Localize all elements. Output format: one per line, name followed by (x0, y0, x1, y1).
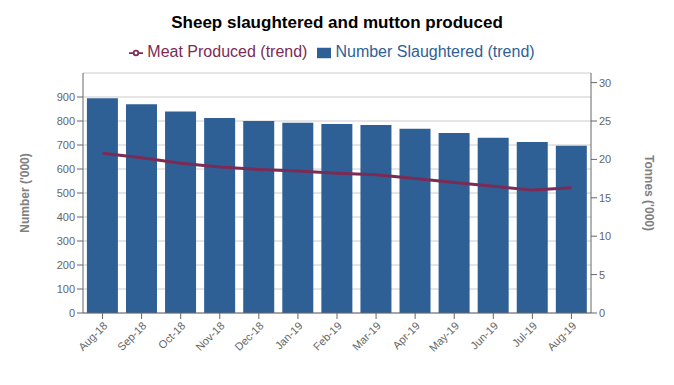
svg-text:25: 25 (599, 115, 611, 127)
svg-text:30: 30 (599, 77, 611, 89)
html-text:Sheep slaughtered and mutton p: Sheep slaughtered and mutton produced (171, 13, 503, 32)
svg-text:Nov-18: Nov-18 (193, 319, 227, 353)
svg-text:5: 5 (599, 269, 605, 281)
svg-text:Mar-19: Mar-19 (350, 319, 383, 352)
svg-text:Number ('000): Number ('000) (18, 153, 32, 233)
svg-text:Sep-18: Sep-18 (115, 319, 149, 353)
svg-text:800: 800 (57, 115, 75, 127)
svg-text:Jul-19: Jul-19 (510, 319, 540, 349)
svg-text:600: 600 (57, 163, 75, 175)
svg-text:0: 0 (69, 307, 75, 319)
svg-text:200: 200 (57, 259, 75, 271)
svg-text:0: 0 (599, 307, 605, 319)
svg-text:Tonnes ('000): Tonnes ('000) (642, 155, 656, 231)
svg-text:15: 15 (599, 192, 611, 204)
svg-text:Jun-19: Jun-19 (468, 319, 500, 351)
svg-text:20: 20 (599, 153, 611, 165)
svg-text:Oct-18: Oct-18 (156, 319, 188, 351)
svg-text:500: 500 (57, 187, 75, 199)
svg-text:Dec-18: Dec-18 (232, 319, 266, 353)
svg-text:300: 300 (57, 235, 75, 247)
svg-text:Feb-19: Feb-19 (311, 319, 344, 352)
svg-text:Aug-18: Aug-18 (76, 319, 110, 353)
svg-text:10: 10 (599, 230, 611, 242)
svg-text:Jan-19: Jan-19 (273, 319, 305, 351)
svg-text:Apr-19: Apr-19 (390, 319, 422, 351)
svg-text:900: 900 (57, 91, 75, 103)
svg-text:400: 400 (57, 211, 75, 223)
svg-text:100: 100 (57, 283, 75, 295)
svg-text:700: 700 (57, 139, 75, 151)
svg-text:May-19: May-19 (427, 319, 461, 353)
svg-text:Aug-19: Aug-19 (545, 319, 579, 353)
html-text:Number Slaughtered (trend): Number Slaughtered (trend) (335, 43, 535, 60)
html-text:Meat Produced (trend): Meat Produced (trend) (147, 43, 308, 60)
